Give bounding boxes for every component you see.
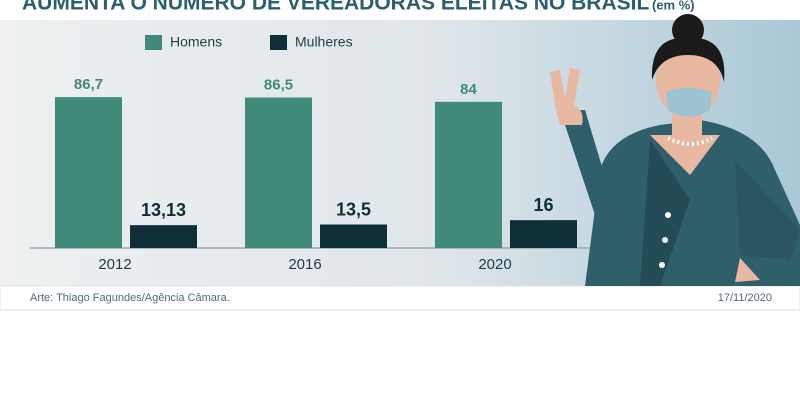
legend-swatch — [270, 35, 287, 50]
date: 17/11/2020 — [718, 292, 772, 304]
x-tick-label: 2012 — [98, 256, 131, 273]
data-label: 86,7 — [74, 76, 103, 93]
chart-title: AUMENTA O NÚMERO DE VEREADORAS ELEITAS N… — [22, 0, 649, 15]
data-label: 16 — [533, 195, 553, 215]
bar — [435, 101, 502, 248]
credit: Arte: Thiago Fagundes/Agência Câmara. — [30, 292, 230, 304]
legend-label: Homens — [170, 34, 222, 50]
data-label: 13,5 — [336, 199, 371, 219]
data-label: 86,5 — [264, 76, 293, 93]
bar — [320, 224, 387, 248]
x-tick-label: 2016 — [288, 256, 321, 273]
bar — [245, 97, 312, 249]
data-label: 84 — [460, 81, 477, 98]
illustration — [550, 14, 800, 286]
data-label: 13,13 — [141, 200, 186, 220]
legend-label: Mulheres — [295, 34, 353, 50]
unit: (em %) — [652, 0, 695, 12]
legend-swatch — [145, 35, 162, 50]
bar — [130, 225, 197, 248]
x-tick-label: 2020 — [478, 256, 511, 273]
footer — [0, 285, 800, 311]
bar — [510, 220, 577, 248]
bar — [55, 97, 122, 248]
